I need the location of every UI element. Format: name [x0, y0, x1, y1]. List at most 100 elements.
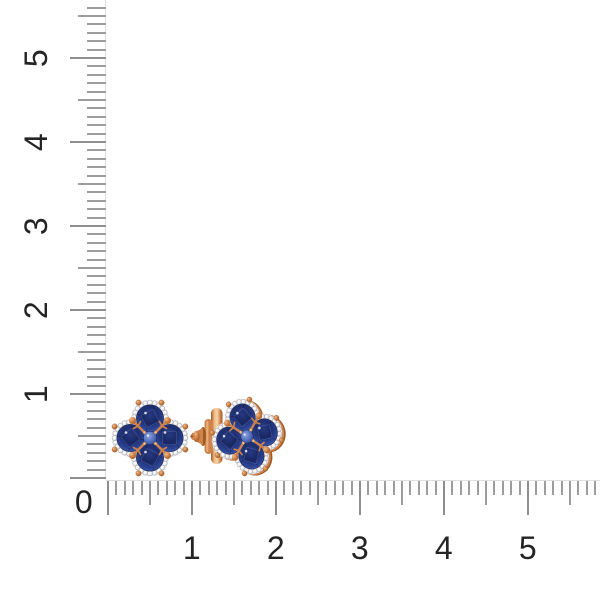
outer-prong: [111, 423, 118, 430]
horizontal-ruler-tick: [510, 481, 513, 495]
gold-bead: [223, 419, 231, 427]
vertical-ruler-tick: [87, 376, 106, 379]
gold-bead: [231, 453, 239, 461]
stone-facet-line: [139, 438, 144, 441]
halo-diamond: [220, 452, 226, 458]
vertical-ruler-tick: [87, 342, 106, 345]
halo-diamond: [112, 430, 118, 436]
vertical-ruler-tick: [87, 409, 106, 412]
horizontal-ruler-tick: [325, 481, 328, 495]
vertical-ruler-tick: [78, 435, 106, 437]
vertical-ruler-tick: [87, 73, 106, 76]
horizontal-ruler-tick: [199, 481, 202, 495]
horizontal-ruler-tick: [543, 481, 546, 495]
earring-left: [111, 399, 189, 477]
horizontal-ruler-tick: [308, 481, 311, 495]
stone-glint: [163, 431, 167, 434]
horizontal-ruler-tick: [300, 481, 303, 495]
stone-glint: [124, 431, 128, 434]
outer-prong: [209, 429, 216, 436]
stone-facet-line: [159, 444, 164, 448]
screw-knob-end: [190, 435, 193, 438]
outer-prong: [135, 470, 142, 477]
horizontal-ruler-tick: [350, 481, 353, 495]
horizontal-ruler-tick: [409, 481, 412, 495]
halo-diamond: [176, 422, 183, 429]
vertical-ruler-tick: [87, 468, 106, 471]
halo-diamond: [112, 440, 118, 446]
horizontal-ruler-tick: [182, 481, 185, 495]
stone-facet-line: [255, 463, 259, 468]
stone-glint: [244, 449, 248, 453]
vertical-ruler-tick: [87, 208, 106, 211]
stone-facet-line: [242, 404, 244, 409]
outer-prong: [158, 399, 165, 406]
horizontal-ruler-tick: [249, 481, 252, 495]
vertical-ruler-tick: [87, 199, 106, 202]
vertical-ruler-line: [105, 0, 106, 480]
stone-facet-line: [230, 415, 234, 417]
halo-diamond: [182, 440, 188, 446]
halo-diamond: [239, 465, 245, 471]
outer-prong: [182, 423, 189, 430]
vertical-ruler-tick: [87, 90, 106, 93]
stone-glint: [144, 450, 147, 454]
vertical-ruler-tick: [87, 241, 106, 244]
halo-diamond: [117, 422, 124, 429]
horizontal-ruler-tick: [527, 481, 529, 515]
halo-diamond: [142, 470, 148, 476]
gold-bead: [255, 412, 263, 420]
horizontal-ruler-line: [106, 480, 600, 481]
horizontal-ruler-tick: [392, 481, 395, 495]
stone-facet-line: [227, 427, 229, 432]
stone-facet-line: [175, 428, 180, 432]
vertical-ruler-tick: [78, 99, 106, 101]
horizontal-ruler-tick: [535, 481, 538, 495]
vertical-ruler-tick: [87, 40, 106, 43]
horizontal-ruler-tick: [191, 481, 193, 515]
vertical-ruler-tick: [87, 250, 106, 253]
vertical-ruler-tick: [78, 267, 106, 269]
center-prong: [241, 441, 245, 445]
stone-glint: [236, 411, 239, 415]
stone-facet-line: [117, 435, 122, 438]
horizontal-ruler-tick: [552, 481, 555, 495]
halo-diamond: [182, 435, 189, 441]
halo-diamond: [134, 464, 141, 471]
center-prong: [142, 441, 147, 446]
prong-fork: [233, 448, 243, 456]
screw-knob: [192, 430, 200, 442]
horizontal-ruler-tick: [241, 481, 244, 495]
horizontal-ruler-tick: [207, 481, 210, 495]
stone-facet-line: [131, 424, 133, 429]
vertical-ruler-tick: [87, 23, 106, 26]
halo-diamond: [268, 415, 274, 421]
horizontal-ruler-tick: [493, 481, 496, 495]
horizontal-ruler-tick: [459, 481, 462, 495]
horizontal-ruler-tick: [291, 481, 294, 495]
horizontal-ruler-tick: [140, 481, 143, 495]
outer-prong: [135, 399, 142, 406]
horizontal-ruler-tick: [417, 481, 420, 495]
horizontal-ruler-label: 3: [350, 530, 370, 566]
stone-glint: [258, 426, 261, 430]
center-prong: [153, 441, 158, 446]
outer-prong: [273, 415, 280, 421]
halo-diamond: [262, 460, 268, 466]
center-prong: [249, 428, 253, 432]
prong-fork: [229, 421, 236, 432]
horizontal-ruler-tick: [216, 481, 219, 495]
stone-facet-line: [217, 440, 221, 442]
halo-diamond: [159, 405, 166, 412]
outer-prong: [225, 401, 232, 408]
horizontal-ruler-tick: [577, 481, 580, 495]
stone-facet-line: [152, 466, 155, 471]
vertical-ruler-tick: [87, 233, 106, 236]
halo-diamond: [152, 400, 158, 406]
vertical-ruler-tick: [87, 443, 106, 446]
horizontal-ruler-tick: [342, 481, 345, 495]
horizontal-ruler-tick: [123, 481, 126, 495]
halo-diamond: [142, 400, 148, 406]
outer-prong: [214, 452, 221, 458]
prong-fork: [258, 441, 265, 452]
